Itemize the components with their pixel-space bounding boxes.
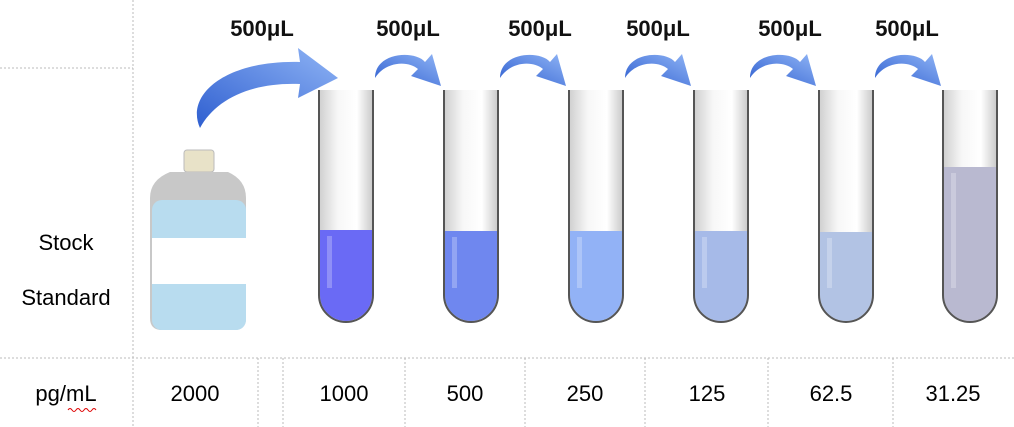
concentration: 500 <box>447 381 484 406</box>
transfer-volume: 500μL <box>626 16 690 41</box>
transfer-volume: 500μL <box>758 16 822 41</box>
tube-liquid <box>695 231 747 321</box>
transfer-volume: 500μL <box>508 16 572 41</box>
concentration: 1000 <box>320 381 369 406</box>
transfer-arrow <box>196 48 338 128</box>
tube-liquid <box>320 230 372 321</box>
tube-liquid <box>570 231 622 321</box>
transfer-arrow <box>625 54 691 86</box>
concentration: 2000 <box>171 381 220 406</box>
transfer-volume: 500μL <box>875 16 939 41</box>
tube-liquid <box>944 167 996 321</box>
transfer-volume: 500μL <box>376 16 440 41</box>
tube-highlight <box>327 236 332 288</box>
tube-outline <box>693 90 749 323</box>
concentration: 250 <box>567 381 604 406</box>
tube-outline <box>942 90 998 323</box>
transfer-arrow <box>500 54 566 86</box>
tube-outline <box>568 90 624 323</box>
tube-outline <box>443 90 499 323</box>
tube-highlight <box>452 237 457 288</box>
transfer-volume: 500μL <box>230 16 294 41</box>
tube-outline <box>818 90 874 323</box>
tube-highlight <box>702 237 707 288</box>
arrows <box>375 54 941 86</box>
transfer-arrow <box>750 54 816 86</box>
stock-bottle <box>150 149 246 330</box>
unit-label: pg/mL <box>35 381 96 406</box>
concentration: 125 <box>689 381 726 406</box>
tube-highlight <box>951 173 956 288</box>
tube-highlight <box>577 237 582 288</box>
spell-underline <box>67 408 97 412</box>
row-label: Standard <box>21 285 110 310</box>
tubes <box>318 90 998 323</box>
tube-liquid <box>820 232 872 321</box>
transfer-arrow <box>875 54 941 86</box>
tube-liquid <box>445 231 497 321</box>
tube-highlight <box>827 238 832 288</box>
transfer-arrow <box>375 54 441 86</box>
row-label: Stock <box>38 230 94 255</box>
concentration: 31.25 <box>925 381 980 406</box>
concentration: 62.5 <box>810 381 853 406</box>
tube-outline <box>318 90 374 323</box>
